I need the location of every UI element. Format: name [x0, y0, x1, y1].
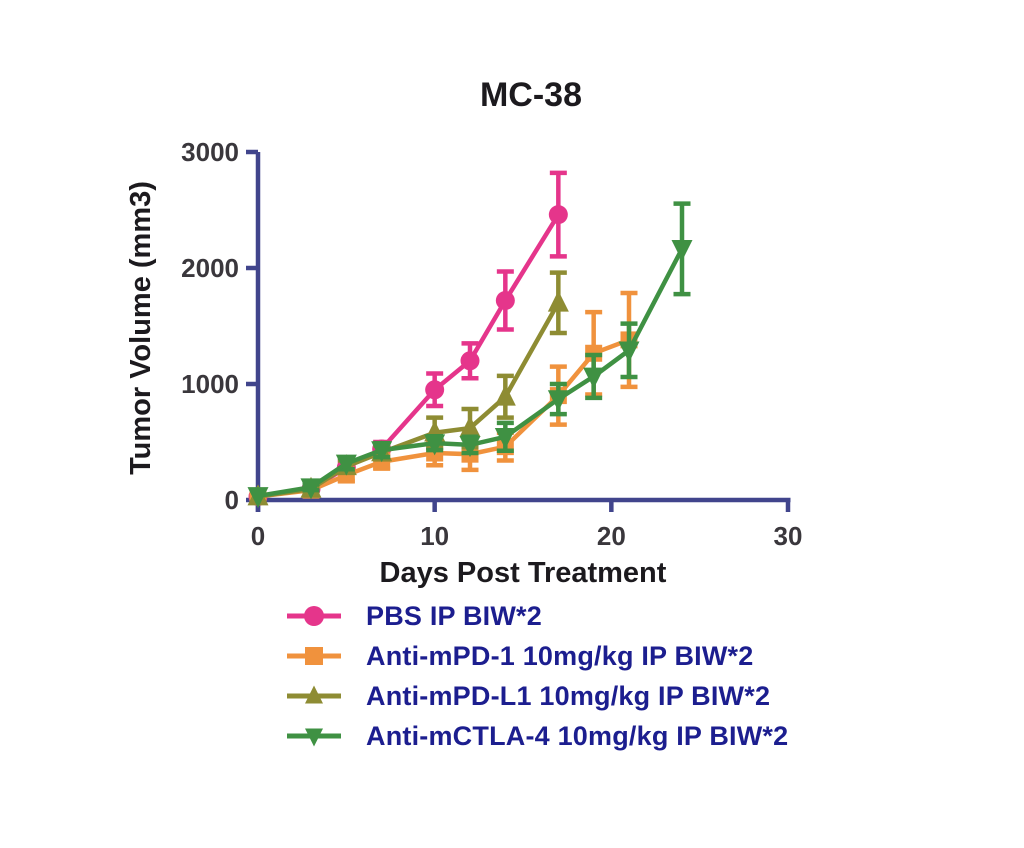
- plot-area: 0 1000 2000 3000 0 10 20 30: [181, 137, 802, 551]
- svg-text:1000: 1000: [181, 369, 239, 399]
- legend-label-anti-mctla4: Anti-mCTLA-4 10mg/kg IP BIW*2: [366, 720, 789, 751]
- legend-item-anti-mpd1: Anti-mPD-1 10mg/kg IP BIW*2: [286, 636, 788, 676]
- legend-item-anti-mctla4: Anti-mCTLA-4 10mg/kg IP BIW*2: [286, 716, 788, 756]
- legend-label-pbs: PBS IP BIW*2: [366, 600, 542, 631]
- legend-item-anti-mpdl1: Anti-mPD-L1 10mg/kg IP BIW*2: [286, 676, 788, 716]
- svg-text:30: 30: [774, 521, 803, 551]
- series-anti-mpd-l1-10mg-kg-ip-biw-2: [247, 270, 569, 506]
- svg-text:20: 20: [597, 521, 626, 551]
- svg-text:0: 0: [225, 485, 239, 515]
- pbs-circle-marker-icon: [287, 606, 341, 626]
- legend-label-anti-mpd1: Anti-mPD-1 10mg/kg IP BIW*2: [366, 640, 754, 671]
- legend: PBS IP BIW*2 Anti-mPD-1 10mg/kg IP BIW*2…: [286, 596, 788, 756]
- series-anti-mpd-1-10mg-kg-ip-biw-2: [249, 290, 638, 506]
- svg-text:3000: 3000: [181, 137, 239, 167]
- y-axis-label: Tumor Volume (mm3): [125, 181, 157, 475]
- svg-text:10: 10: [420, 521, 449, 551]
- series-anti-mctla-4-10mg-kg-ip-biw-2: [247, 201, 693, 509]
- legend-label-anti-mpdl1: Anti-mPD-L1 10mg/kg IP BIW*2: [366, 680, 771, 711]
- legend-item-pbs: PBS IP BIW*2: [286, 596, 788, 636]
- svg-text:0: 0: [251, 521, 265, 551]
- svg-text:2000: 2000: [181, 253, 239, 283]
- anti-mctla4-triangle-down-marker-icon: [287, 728, 341, 747]
- anti-mpd1-square-marker-icon: [287, 647, 341, 665]
- anti-mpdl1-triangle-up-marker-icon: [287, 685, 341, 704]
- x-axis-label: Days Post Treatment: [380, 557, 667, 589]
- chart-title: MC-38: [480, 76, 582, 114]
